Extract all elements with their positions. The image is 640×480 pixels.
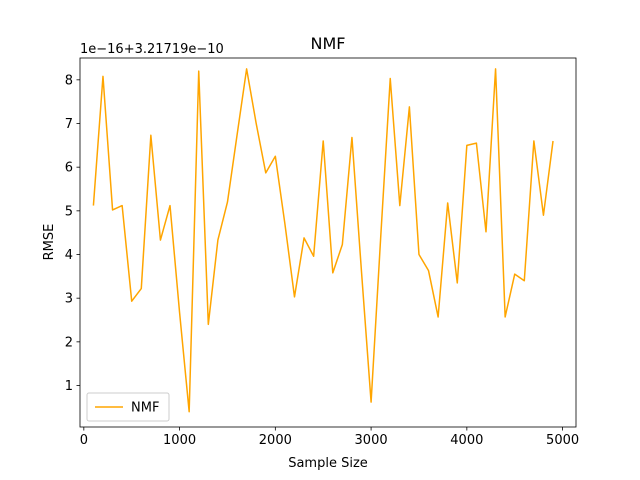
series-line-0: [92, 68, 554, 413]
y-tick-label: 5: [65, 204, 73, 219]
y-tick-label: 7: [65, 117, 73, 132]
x-axis-label: Sample Size: [288, 456, 368, 471]
x-tick-label: 1000: [163, 433, 196, 448]
x-tick-label: 0: [80, 433, 88, 448]
legend-label-0: NMF: [131, 401, 159, 416]
x-tick-label: 5000: [546, 433, 579, 448]
legend: NMF: [86, 392, 170, 422]
y-offset-text: 1e−16+3.21719e−10: [80, 42, 224, 57]
y-tick-label: 1: [65, 379, 73, 394]
x-tick-label: 2000: [259, 433, 292, 448]
x-tick-label: 3000: [355, 433, 388, 448]
y-tick-label: 4: [65, 248, 73, 263]
y-tick-label: 2: [65, 335, 73, 350]
legend-box: [86, 392, 170, 422]
axes-frame: [79, 57, 577, 428]
y-tick-label: 8: [65, 73, 73, 88]
x-tick-label: 4000: [450, 433, 483, 448]
chart-title: NMF: [311, 34, 346, 53]
y-axis-label: RMSE: [42, 224, 57, 261]
y-tick-label: 3: [65, 292, 73, 307]
plot-area: 0 1000 2000 3000 4000 5000 1 2 3 4 5 6 7 8: [65, 57, 579, 448]
y-tick-label: 6: [65, 161, 73, 176]
